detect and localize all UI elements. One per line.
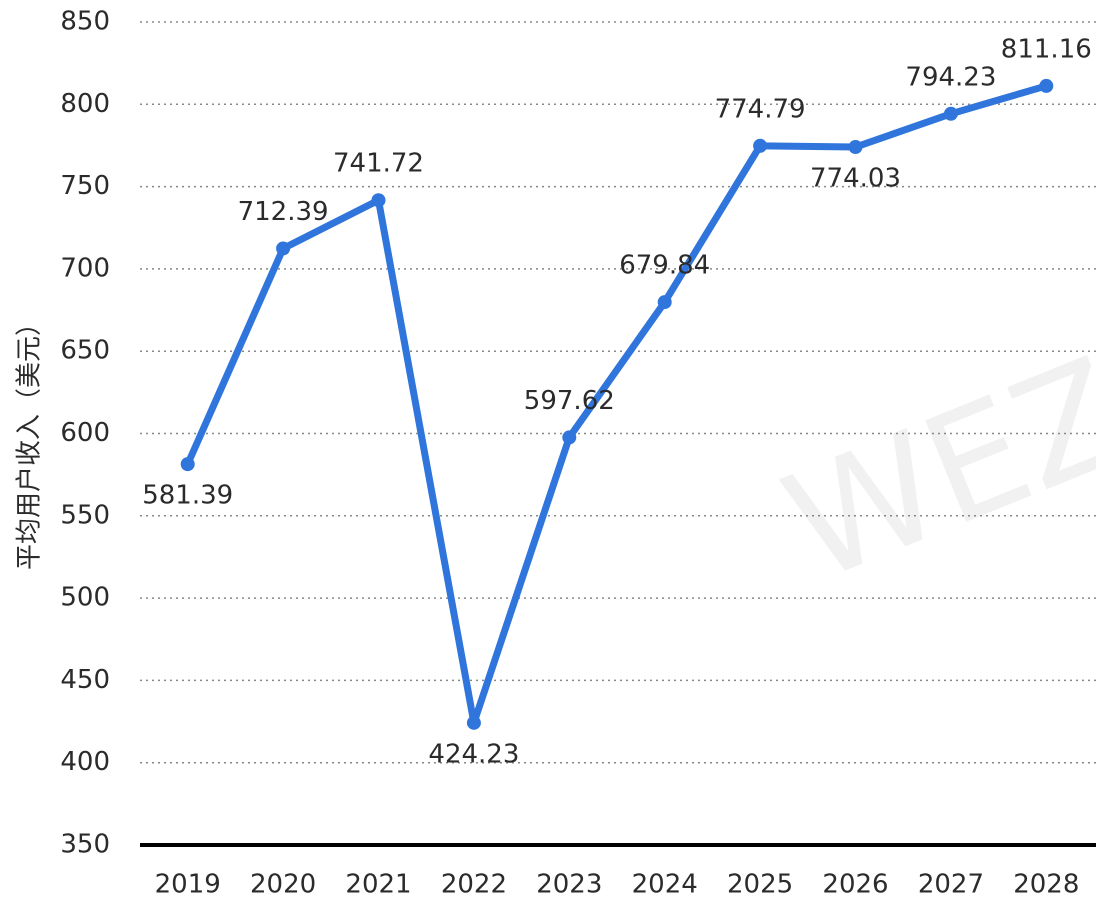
y-tick-label: 400	[60, 747, 110, 777]
data-label: 811.16	[1001, 34, 1092, 64]
point	[943, 106, 958, 121]
watermark: WEZ	[763, 325, 1096, 616]
x-tick-label: 2026	[822, 870, 888, 900]
point	[180, 457, 195, 472]
y-tick-label: 650	[60, 336, 110, 366]
y-tick-label: 500	[60, 583, 110, 613]
point	[1039, 78, 1054, 93]
x-tick-label: 2020	[250, 870, 316, 900]
y-tick-label: 800	[60, 89, 110, 119]
point	[466, 715, 481, 730]
data-label: 424.23	[428, 739, 519, 769]
data-label: 597.62	[524, 386, 615, 416]
x-tick-label: 2022	[441, 870, 507, 900]
y-tick-label: 850	[60, 7, 110, 37]
x-tick-label: 2028	[1013, 870, 1079, 900]
x-tick-label: 2023	[536, 870, 602, 900]
data-label: 679.84	[619, 251, 710, 281]
y-axis-label: 平均用户收入（美元）	[15, 310, 45, 570]
x-tick-label: 2021	[345, 870, 411, 900]
point	[657, 295, 672, 310]
x-tick-label: 2025	[727, 870, 793, 900]
y-tick-label: 600	[60, 418, 110, 448]
x-tick-label: 2024	[632, 870, 698, 900]
y-tick-label: 450	[60, 665, 110, 695]
x-tick-label: 2027	[918, 870, 984, 900]
data-label: 712.39	[238, 197, 329, 227]
data-label: 774.79	[715, 94, 806, 124]
y-tick-label: 750	[60, 171, 110, 201]
data-label: 581.39	[142, 481, 233, 511]
data-label: 794.23	[905, 62, 996, 92]
line	[184, 82, 1048, 727]
data-label: 774.03	[810, 164, 901, 194]
point	[753, 138, 768, 153]
point	[848, 140, 863, 155]
point	[371, 193, 386, 208]
point	[276, 241, 291, 256]
y-tick-label: 550	[60, 500, 110, 530]
x-tick-label: 2019	[155, 870, 221, 900]
point	[562, 430, 577, 445]
y-tick-label: 350	[60, 830, 110, 860]
data-label: 741.72	[333, 149, 424, 179]
y-tick-label: 700	[60, 253, 110, 283]
